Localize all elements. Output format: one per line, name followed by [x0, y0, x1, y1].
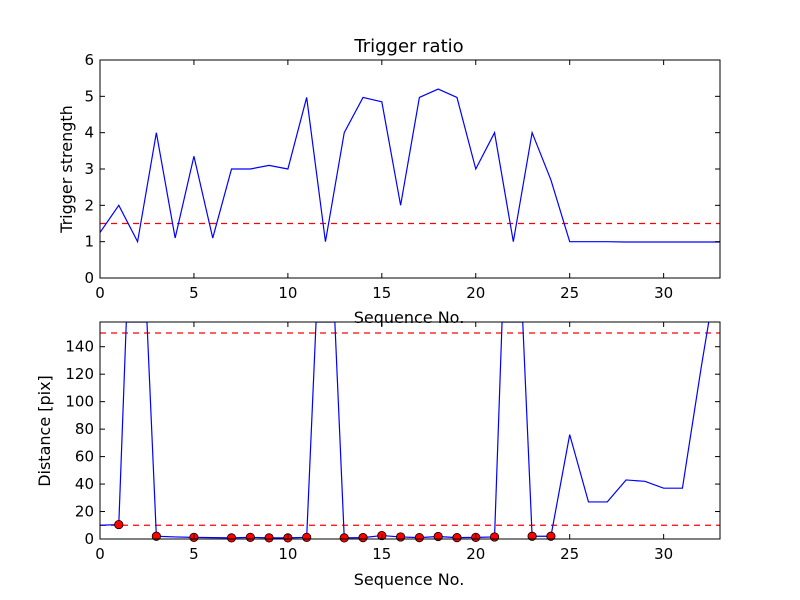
x-tick-label: 15 [372, 284, 391, 302]
x-tick-label: 5 [189, 284, 199, 302]
y-tick-label: 40 [75, 475, 94, 493]
y-tick-label: 100 [65, 393, 94, 411]
y-tick-label: 3 [84, 160, 94, 178]
data-point [114, 519, 124, 530]
x-tick-label: 25 [560, 284, 579, 302]
plot-frame [99, 321, 721, 540]
x-tick-label: 20 [466, 284, 485, 302]
x-tick-label: 25 [560, 545, 579, 563]
x-tick-label: 30 [654, 545, 673, 563]
y-tick-label: 140 [65, 338, 94, 356]
data-point [396, 532, 406, 542]
x-tick-label: 0 [95, 545, 105, 563]
data-point [264, 533, 274, 543]
y-axis-label: Trigger strength [57, 105, 76, 234]
data-point [452, 533, 462, 543]
data-point [414, 533, 424, 543]
x-tick-label: 20 [466, 545, 485, 563]
x-axis-label: Sequence No. [354, 570, 465, 589]
x-tick-label: 10 [278, 545, 297, 563]
y-tick-label: 0 [84, 530, 94, 548]
y-tick-label: 1 [84, 233, 94, 251]
y-tick-label: 0 [84, 269, 94, 287]
y-tick-label: 5 [84, 87, 94, 105]
data-point [302, 532, 312, 542]
y-tick-label: 60 [75, 448, 94, 466]
data-point [245, 532, 255, 542]
data-point [489, 532, 500, 542]
x-axis-label: Sequence No. [354, 308, 465, 327]
data-point [151, 531, 161, 541]
y-tick-label: 80 [75, 420, 94, 438]
y-tick-label: 120 [65, 365, 94, 383]
data-point [339, 533, 349, 543]
data-point [226, 533, 237, 543]
y-tick-label: 2 [84, 196, 94, 214]
y-tick-label: 6 [84, 51, 94, 69]
x-tick-label: 0 [95, 284, 105, 302]
data-point [546, 531, 556, 541]
x-tick-label: 15 [372, 545, 391, 563]
distance-plot: Sequence No. Distance [pix] 0 5 10 15 20 25 30… [35, 321, 721, 589]
y-axis-label: Distance [pix] [35, 375, 54, 487]
y-tick-label: 20 [75, 503, 94, 521]
x-tick-label: 10 [278, 284, 297, 302]
data-point [527, 531, 537, 541]
x-tick-label: 30 [654, 284, 673, 302]
chart-title: Trigger ratio [353, 36, 463, 57]
x-tick-label: 5 [189, 545, 199, 563]
y-tick-label: 4 [84, 124, 94, 142]
data-point [358, 533, 368, 543]
trigger-ratio-plot: Trigger ratio Sequence No. Trigger stren… [57, 36, 721, 327]
series-line [100, 88, 720, 244]
